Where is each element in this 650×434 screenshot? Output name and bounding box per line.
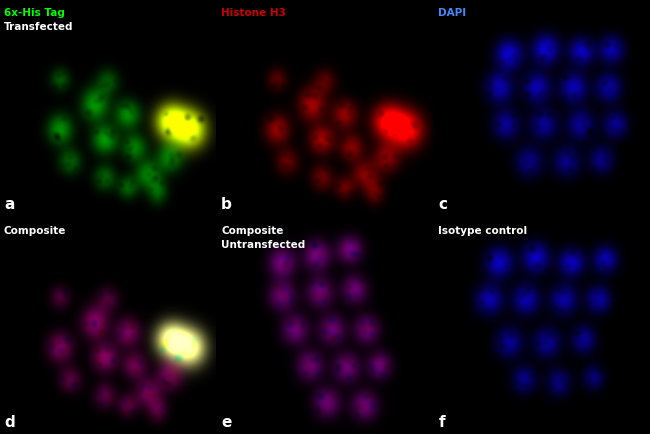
Text: Histone H3: Histone H3 <box>221 8 286 18</box>
Text: b: b <box>221 197 232 212</box>
Text: Composite: Composite <box>4 226 66 236</box>
Text: c: c <box>439 197 447 212</box>
Text: d: d <box>4 415 15 430</box>
Text: f: f <box>439 415 445 430</box>
Text: Untransfected: Untransfected <box>221 240 306 250</box>
Text: Isotype control: Isotype control <box>439 226 528 236</box>
Text: DAPI: DAPI <box>439 8 467 18</box>
Text: Transfected: Transfected <box>4 22 73 32</box>
Text: a: a <box>4 197 14 212</box>
Text: e: e <box>221 415 231 430</box>
Text: 6x-His Tag: 6x-His Tag <box>4 8 65 18</box>
Text: Composite: Composite <box>221 226 283 236</box>
